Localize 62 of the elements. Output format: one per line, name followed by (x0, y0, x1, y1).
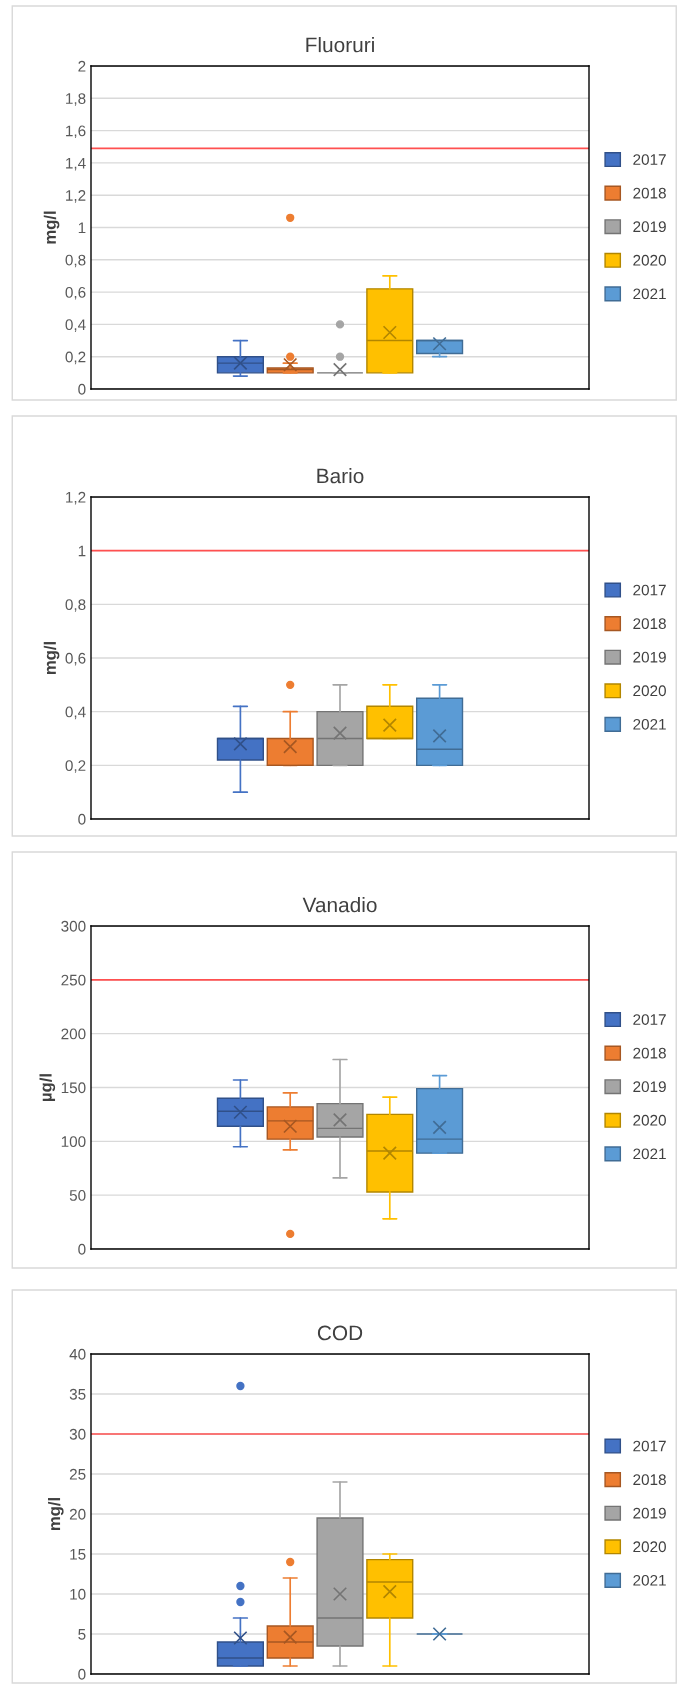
y-tick-label: 0,6 (65, 652, 86, 666)
legend-label: 2017 (633, 1440, 666, 1452)
y-tick-label: 150 (61, 1082, 86, 1094)
y-tick-label: 25 (69, 1468, 86, 1480)
legend-label: 2020 (633, 1114, 666, 1126)
chart-title: Bario (317, 468, 364, 484)
legend-label: 2018 (633, 1047, 666, 1059)
legend-label: 2019 (633, 221, 666, 233)
legend-label: 2019 (633, 651, 666, 663)
legend-label: 2021 (633, 718, 666, 730)
chart-title: Vanadio (302, 897, 377, 913)
chart-title: Fluoruri (306, 37, 374, 53)
legend-label: 2020 (633, 685, 666, 697)
y-axis-title: mg/l (47, 1498, 64, 1531)
legend-label: 2017 (633, 154, 666, 165)
legend-label: 2019 (633, 1081, 666, 1093)
legend-label: 2019 (633, 1507, 666, 1519)
y-tick-label: 2 (78, 60, 86, 72)
y-tick-label: 50 (69, 1190, 86, 1201)
legend-label: 2021 (633, 1574, 666, 1586)
y-tick-label: 0 (78, 1668, 86, 1680)
y-tick-label: 20 (69, 1508, 86, 1520)
y-axis-title: mg/l (43, 642, 60, 675)
y-tick-label: 100 (61, 1136, 86, 1148)
y-tick-label: 1,2 (66, 190, 86, 203)
y-tick-label: 1,8 (66, 93, 86, 106)
y-tick-label: 0,4 (65, 319, 86, 332)
legend-label: 2018 (633, 187, 666, 199)
y-tick-label: 1 (78, 222, 86, 234)
legend-label: 2017 (633, 584, 666, 596)
y-tick-label: 250 (61, 974, 86, 986)
y-tick-label: 0,8 (65, 254, 86, 268)
y-tick-label: 200 (61, 1028, 86, 1040)
y-tick-label: 10 (70, 1588, 86, 1600)
y-tick-label: 40 (69, 1348, 86, 1360)
y-tick-label: 0 (78, 813, 86, 825)
y-tick-label: 15 (70, 1549, 86, 1560)
y-tick-label: 30 (69, 1428, 86, 1440)
y-tick-label: 5 (78, 1629, 86, 1640)
y-tick-label: 300 (61, 920, 86, 932)
legend-label: 2021 (633, 288, 666, 300)
legend-label: 2017 (633, 1014, 666, 1025)
y-tick-label: 0 (78, 1243, 86, 1255)
legend-label: 2020 (633, 254, 666, 266)
y-tick-label: 1,4 (66, 157, 86, 171)
legend-label: 2018 (633, 1474, 666, 1486)
y-tick-label: 0,8 (65, 599, 86, 612)
legend-label: 2020 (633, 1541, 666, 1553)
y-tick-label: 0,2 (65, 351, 86, 365)
y-tick-label: 1,2 (66, 491, 86, 505)
y-tick-label: 0,6 (65, 286, 86, 300)
y-tick-label: 0,4 (65, 706, 86, 720)
y-axis-title: µg/l (39, 1074, 56, 1101)
legend-label: 2021 (633, 1148, 666, 1160)
y-axis-title: mg/l (43, 211, 60, 244)
chart-title: COD (317, 1325, 363, 1341)
y-tick-label: 0 (78, 383, 86, 395)
y-tick-label: 35 (69, 1388, 86, 1400)
y-tick-label: 1,6 (66, 125, 86, 139)
legend-label: 2018 (633, 618, 666, 630)
y-tick-label: 1 (78, 545, 86, 557)
y-tick-label: 0,2 (65, 760, 86, 773)
